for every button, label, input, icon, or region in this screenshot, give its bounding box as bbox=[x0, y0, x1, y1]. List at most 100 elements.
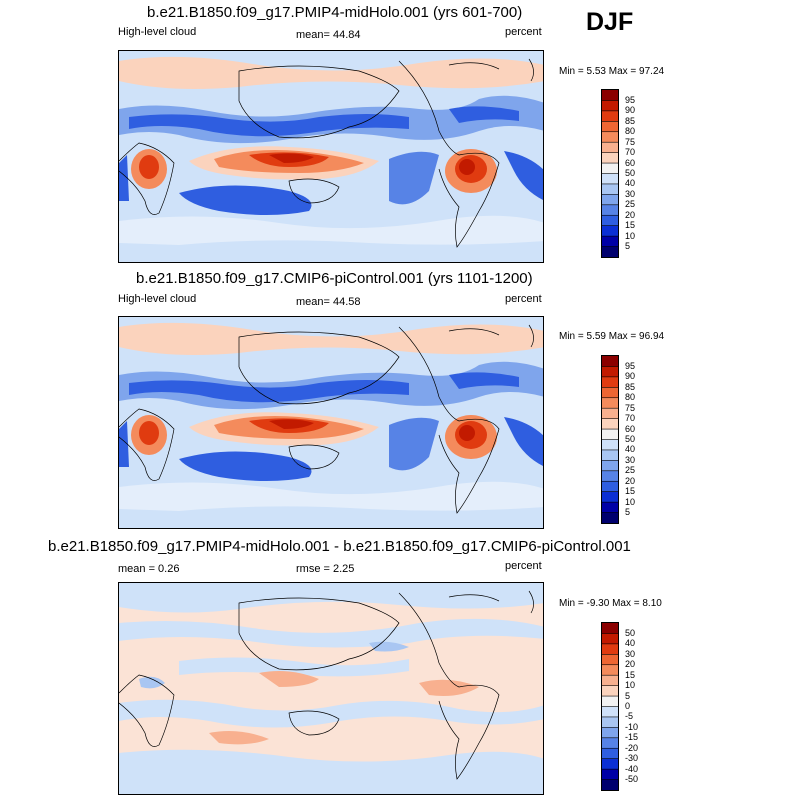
colorbar-swatch bbox=[602, 449, 618, 461]
p1-dry-south bbox=[179, 185, 312, 215]
panel2-title: b.e21.B1850.f09_g17.CMIP6-piControl.001 … bbox=[136, 270, 533, 287]
colorbar-tick-label: 90 bbox=[625, 105, 636, 116]
panel3-colorbar-labels: 50 40 30 20 15 10 5 0 -5 -10 -15 -20 -30 -40 -50 bbox=[625, 622, 665, 791]
colorbar-swatch bbox=[602, 163, 618, 174]
colorbar-tick-label: 60 bbox=[625, 157, 636, 168]
colorbar-tick-label: -15 bbox=[625, 732, 639, 743]
colorbar-tick-label: -10 bbox=[625, 721, 639, 732]
p1-subtrop-south bbox=[119, 215, 543, 245]
colorbar-tick-label: 85 bbox=[625, 115, 636, 126]
colorbar-swatch bbox=[602, 418, 618, 430]
panel1-minmax: Min = 5.53 Max = 97.24 bbox=[559, 66, 665, 77]
colorbar-swatch bbox=[602, 439, 618, 451]
colorbar-swatch bbox=[602, 706, 618, 718]
panel1-mean-label: mean= 44.84 bbox=[296, 29, 361, 41]
colorbar-swatch bbox=[602, 512, 618, 523]
colorbar-tick-label: -40 bbox=[625, 763, 639, 774]
colorbar-swatch bbox=[602, 491, 618, 503]
colorbar-tick-label: 95 bbox=[625, 94, 636, 105]
colorbar-swatch bbox=[602, 376, 618, 388]
p3-diff-negative-north bbox=[119, 583, 543, 613]
colorbar-swatch bbox=[602, 654, 618, 666]
colorbar-swatch bbox=[602, 356, 618, 367]
panel1-map bbox=[118, 50, 544, 263]
colorbar-tick-label: 30 bbox=[625, 648, 636, 659]
panel2-mean-label: mean= 44.58 bbox=[296, 296, 361, 308]
colorbar-tick-label: 5 bbox=[625, 241, 631, 252]
colorbar-swatch bbox=[602, 397, 618, 409]
colorbar-swatch bbox=[602, 236, 618, 248]
colorbar-tick-label: 10 bbox=[625, 680, 636, 691]
colorbar-swatch bbox=[602, 460, 618, 472]
colorbar-tick-label: 10 bbox=[625, 496, 636, 507]
p1-cloud-clear-north bbox=[119, 56, 543, 89]
colorbar-swatch bbox=[602, 675, 618, 687]
colorbar-swatch bbox=[602, 779, 618, 790]
colorbar-swatch bbox=[602, 100, 618, 112]
colorbar-tick-label: -20 bbox=[625, 742, 639, 753]
colorbar-swatch bbox=[602, 183, 618, 195]
colorbar-swatch bbox=[602, 387, 618, 399]
colorbar-tick-label: 20 bbox=[625, 209, 636, 220]
colorbar-tick-label: 20 bbox=[625, 659, 636, 670]
colorbar-swatch bbox=[602, 142, 618, 154]
colorbar-swatch bbox=[602, 131, 618, 143]
colorbar-tick-label: 15 bbox=[625, 486, 636, 497]
panel1-units-label: percent bbox=[505, 26, 542, 38]
colorbar-tick-label: 75 bbox=[625, 136, 636, 147]
colorbar-tick-label: 25 bbox=[625, 465, 636, 476]
colorbar-tick-label: 75 bbox=[625, 402, 636, 413]
colorbar-tick-label: -5 bbox=[625, 711, 634, 722]
colorbar-tick-label: 50 bbox=[625, 627, 636, 638]
colorbar-swatch bbox=[602, 769, 618, 781]
colorbar-tick-label: -30 bbox=[625, 753, 639, 764]
panel2-map bbox=[118, 316, 544, 529]
colorbar-swatch bbox=[602, 470, 618, 482]
colorbar-swatch bbox=[602, 664, 618, 676]
colorbar-tick-label: 30 bbox=[625, 454, 636, 465]
colorbar-tick-label: 50 bbox=[625, 168, 636, 178]
colorbar-swatch bbox=[602, 110, 618, 122]
panel2-colorbar bbox=[601, 355, 619, 524]
colorbar-tick-label: 50 bbox=[625, 434, 636, 444]
colorbar-tick-label: 5 bbox=[625, 690, 631, 701]
colorbar-tick-label: 40 bbox=[625, 178, 636, 189]
panel1-colorbar bbox=[601, 89, 619, 258]
panel1-colorbar-labels: 95 90 85 80 75 70 60 50 40 30 25 20 15 10 5 bbox=[625, 89, 665, 258]
colorbar-swatch bbox=[602, 727, 618, 739]
colorbar-swatch bbox=[602, 121, 618, 133]
colorbar-swatch bbox=[602, 408, 618, 420]
colorbar-tick-label: 5 bbox=[625, 507, 631, 518]
colorbar-swatch bbox=[602, 246, 618, 257]
colorbar-tick-label: 25 bbox=[625, 199, 636, 210]
colorbar-tick-label: 0 bbox=[625, 701, 631, 711]
colorbar-swatch bbox=[602, 481, 618, 493]
colorbar-tick-label: 15 bbox=[625, 220, 636, 231]
colorbar-swatch bbox=[602, 643, 618, 655]
p1-coastlines bbox=[119, 58, 534, 248]
panel3-map bbox=[118, 582, 544, 795]
p2-coastlines bbox=[119, 324, 534, 514]
panel2-variable-label: High-level cloud bbox=[118, 293, 197, 305]
panel3-minmax: Min = -9.30 Max = 8.10 bbox=[559, 598, 662, 609]
panel3-mean-label: mean = 0.26 bbox=[118, 563, 180, 575]
colorbar-swatch bbox=[602, 502, 618, 514]
colorbar-tick-label: 10 bbox=[625, 230, 636, 241]
colorbar-tick-label: 15 bbox=[625, 669, 636, 680]
colorbar-swatch bbox=[602, 716, 618, 728]
colorbar-tick-label: 60 bbox=[625, 423, 636, 434]
panel3-title: b.e21.B1850.f09_g17.PMIP4-midHolo.001 - … bbox=[48, 538, 631, 555]
colorbar-swatch bbox=[602, 194, 618, 206]
colorbar-tick-label: 70 bbox=[625, 147, 636, 158]
panel3-units-label: percent bbox=[505, 560, 542, 572]
colorbar-swatch bbox=[602, 696, 618, 707]
panel1-variable-label: High-level cloud bbox=[118, 26, 197, 38]
colorbar-tick-label: 40 bbox=[625, 444, 636, 455]
colorbar-swatch bbox=[602, 685, 618, 697]
colorbar-swatch bbox=[602, 152, 618, 164]
colorbar-swatch bbox=[602, 429, 618, 440]
colorbar-swatch bbox=[602, 215, 618, 227]
colorbar-tick-label: 80 bbox=[625, 126, 636, 137]
colorbar-swatch bbox=[602, 633, 618, 645]
colorbar-tick-label: 70 bbox=[625, 413, 636, 424]
